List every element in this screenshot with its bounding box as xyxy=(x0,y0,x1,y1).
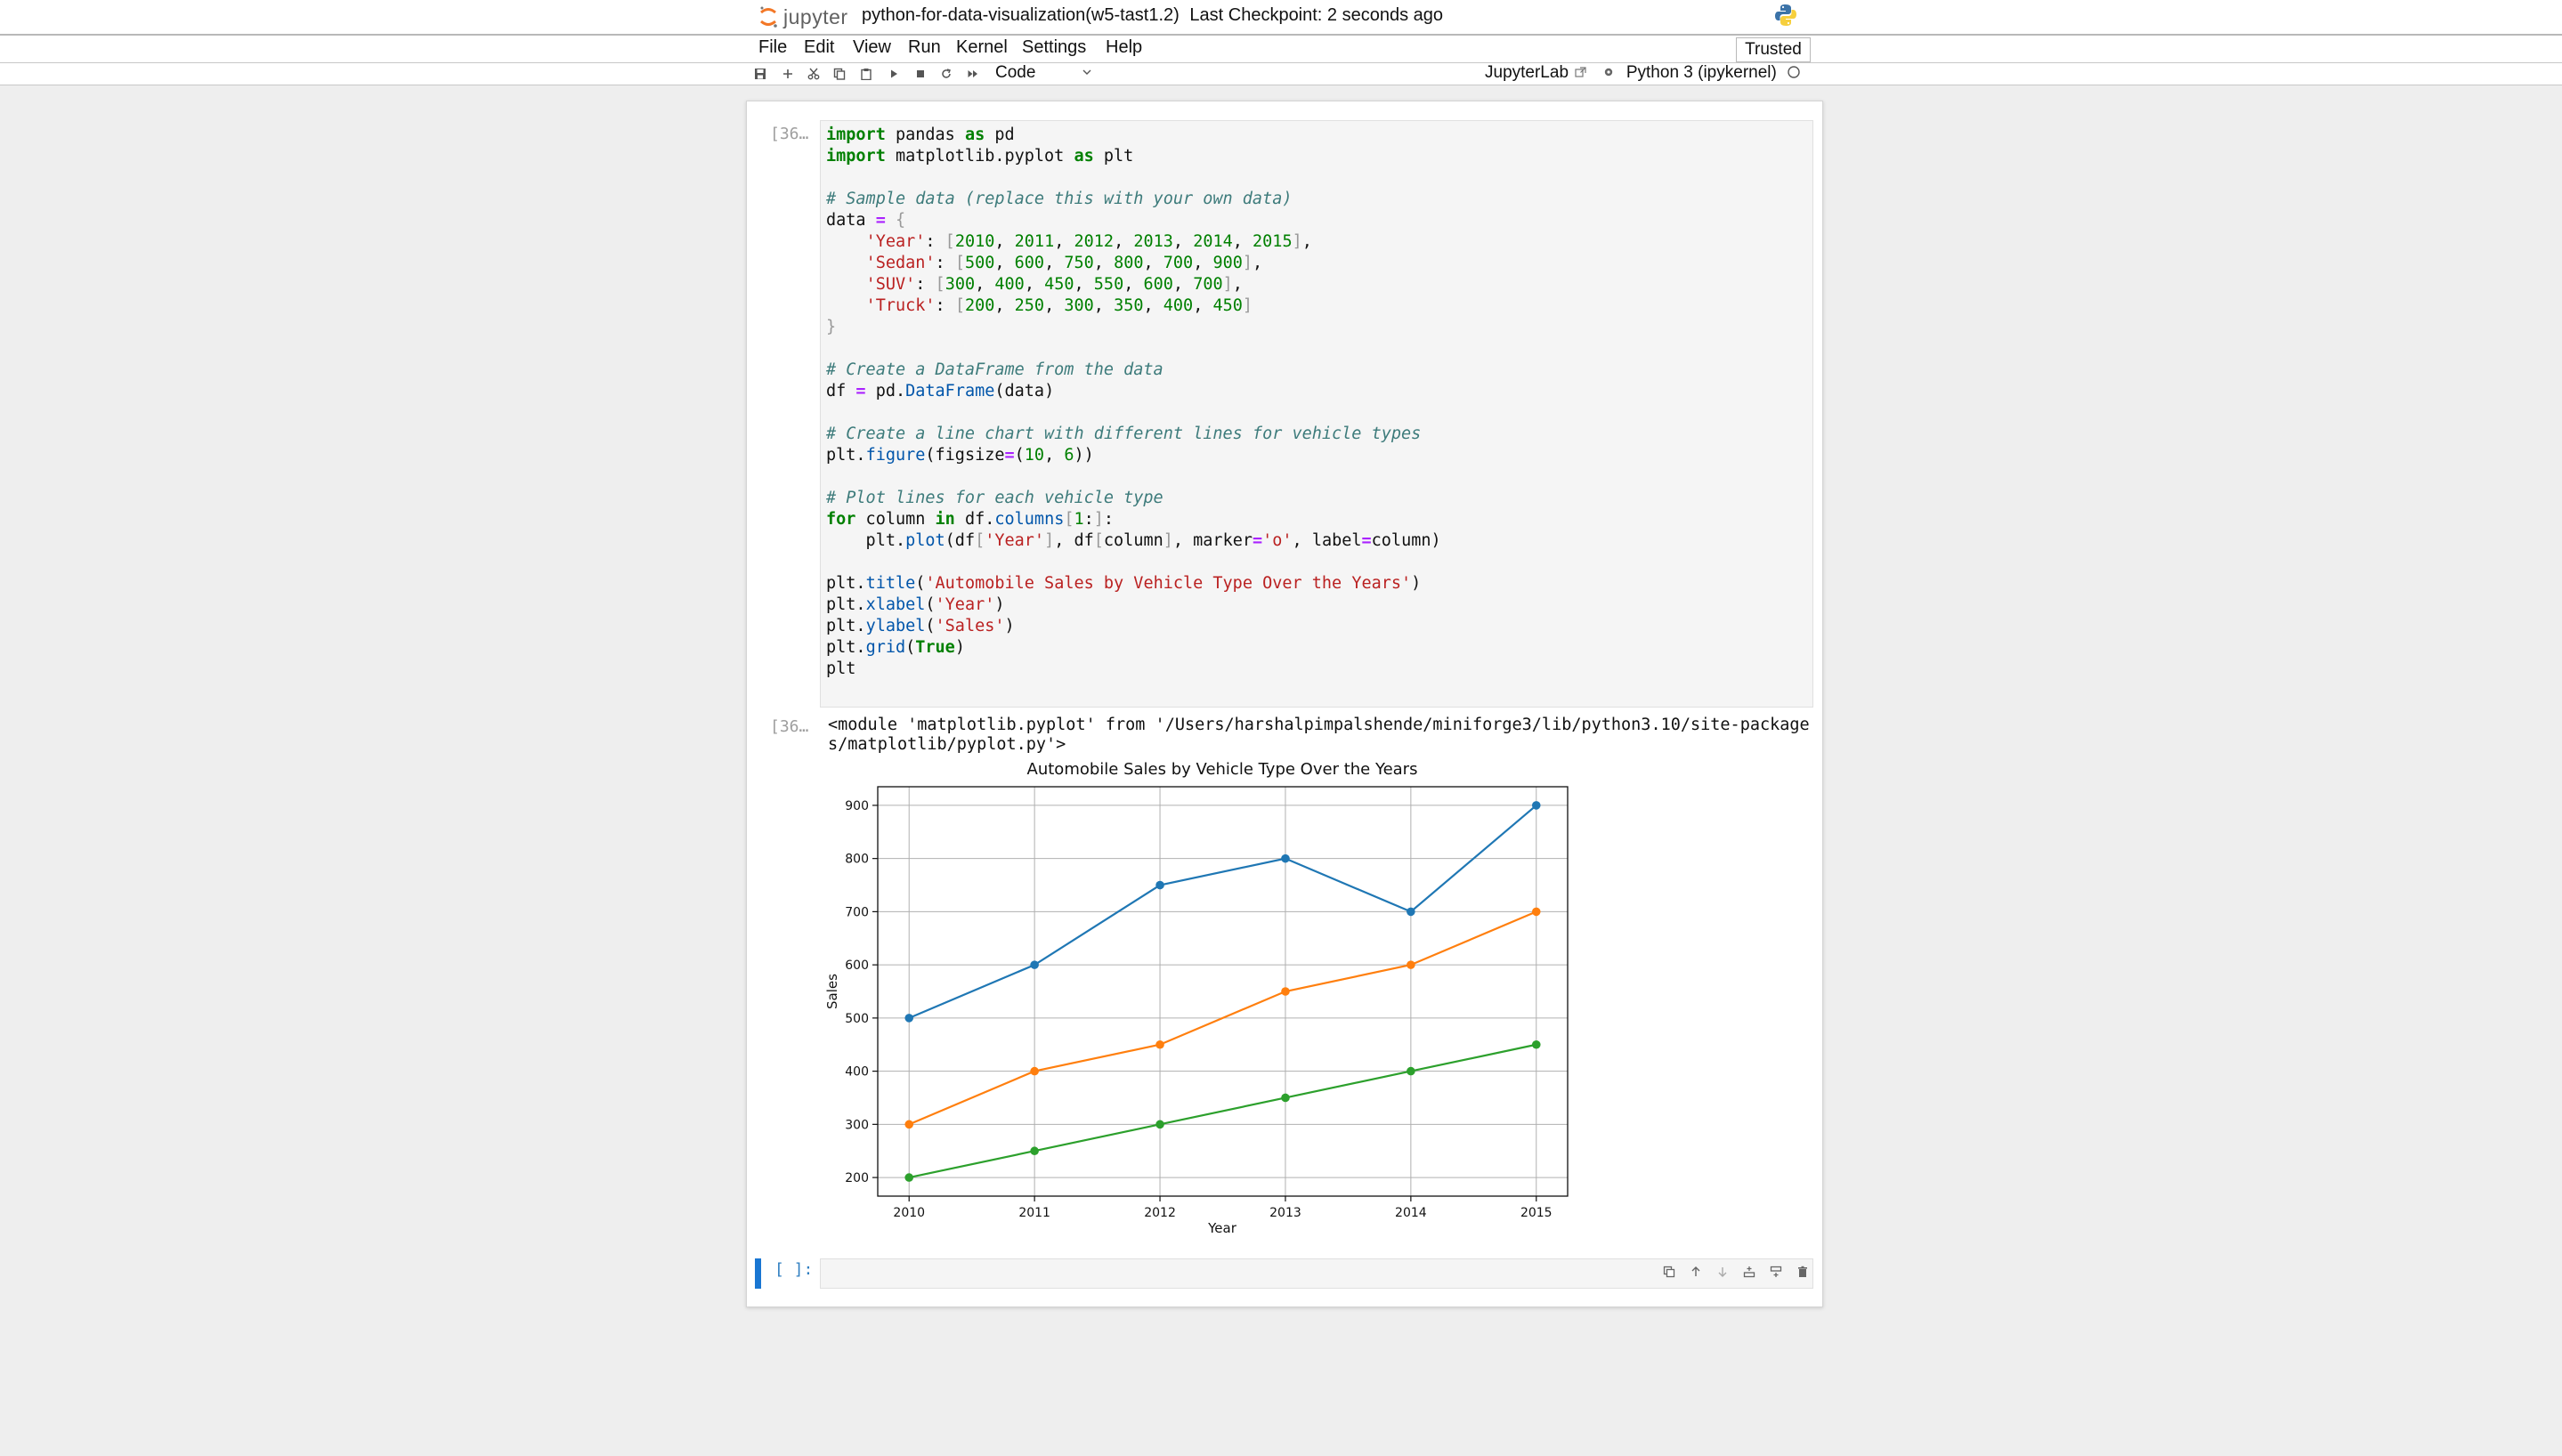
external-link-icon xyxy=(1575,67,1586,77)
jupyter-brand: jupyter xyxy=(783,4,848,28)
y-tick-label: 700 xyxy=(845,905,869,919)
run-icon[interactable] xyxy=(886,66,902,82)
copy-icon[interactable] xyxy=(831,66,847,82)
data-point xyxy=(1407,907,1415,917)
restart-icon[interactable] xyxy=(938,66,954,82)
data-point xyxy=(1531,907,1541,917)
trusted-indicator[interactable]: Trusted xyxy=(1736,37,1811,62)
insert-above-icon[interactable] xyxy=(1766,1262,1786,1282)
insert-below-icon[interactable] xyxy=(1739,1262,1759,1282)
menu-edit[interactable]: Edit xyxy=(804,37,835,57)
x-axis-ticks: 2010 2011 2012 2013 2014 2015 xyxy=(893,1196,1553,1220)
active-cell-indicator xyxy=(755,1258,761,1289)
menu-bar: File Edit View Run Kernel Settings Help xyxy=(0,36,2562,63)
y-tick-label: 900 xyxy=(845,799,869,813)
x-tick-label: 2015 xyxy=(1520,1206,1553,1220)
y-axis-ticks: 200 300 400 500 600 700 800 900 xyxy=(845,799,878,1185)
chart-grid xyxy=(878,787,1568,1196)
data-point xyxy=(1281,853,1290,863)
fast-forward-icon[interactable] xyxy=(965,66,981,82)
kernel-name[interactable]: Python 3 (ipykernel) xyxy=(1626,63,1777,82)
module-output-text: <module 'matplotlib.pyplot' from '/Users… xyxy=(828,716,1810,754)
data-point xyxy=(1030,1066,1039,1076)
y-tick-label: 300 xyxy=(845,1118,869,1132)
notebook-name[interactable]: python-for-data-visualization(w5-tast1.2… xyxy=(862,5,1180,25)
data-point xyxy=(1155,880,1164,890)
code-cell-source[interactable]: import pandas as pd import matplotlib.py… xyxy=(826,125,1441,678)
data-point xyxy=(904,1014,914,1023)
python-logo-icon xyxy=(1775,4,1796,26)
data-point xyxy=(1407,960,1415,969)
top-bar: jupyter python-for-data-visualization(w5… xyxy=(0,0,2562,36)
cut-icon[interactable] xyxy=(806,66,822,82)
data-point xyxy=(1531,801,1541,810)
empty-cell-prompt: [ ]: xyxy=(774,1260,814,1279)
checkpoint-status: Last Checkpoint: 2 seconds ago xyxy=(1189,5,1444,25)
stop-icon[interactable] xyxy=(912,66,928,82)
x-tick-label: 2012 xyxy=(1144,1206,1176,1220)
x-tick-label: 2011 xyxy=(1018,1206,1050,1220)
plot-area-frame xyxy=(877,786,1569,1197)
empty-cell-editor[interactable] xyxy=(820,1258,1813,1289)
notebook-toolbar: Code JupyterLab Python 3 (ipykernel) xyxy=(0,63,2562,85)
duplicate-icon[interactable] xyxy=(1659,1262,1679,1282)
cell-type-select[interactable]: Code xyxy=(995,63,1036,82)
y-tick-label: 600 xyxy=(845,959,869,973)
jupyterlab-link[interactable]: JupyterLab xyxy=(1485,63,1569,82)
data-point xyxy=(1030,960,1039,969)
data-point xyxy=(1281,987,1290,996)
move-down-icon[interactable] xyxy=(1713,1262,1732,1282)
menu-settings[interactable]: Settings xyxy=(1022,37,1087,57)
menu-view[interactable]: View xyxy=(853,37,891,57)
x-tick-label: 2010 xyxy=(893,1206,925,1220)
delete-icon[interactable] xyxy=(1793,1262,1812,1282)
x-tick-label: 2013 xyxy=(1269,1206,1301,1220)
paste-icon[interactable] xyxy=(858,66,874,82)
series-line-3 xyxy=(908,1043,1537,1179)
menu-kernel[interactable]: Kernel xyxy=(956,37,1008,57)
series-line-2 xyxy=(908,910,1537,1126)
x-tick-label: 2014 xyxy=(1395,1206,1427,1220)
jupyter-logo-icon xyxy=(760,6,777,28)
chevron-down-icon[interactable] xyxy=(1081,66,1093,83)
code-editor[interactable] xyxy=(820,120,1813,708)
data-point xyxy=(904,1173,914,1182)
y-tick-label: 500 xyxy=(845,1012,869,1026)
chart-title: Automobile Sales by Vehicle Type Over th… xyxy=(1027,760,1418,779)
data-point xyxy=(1030,1146,1039,1156)
data-point xyxy=(1155,1039,1164,1049)
kernel-status-icon xyxy=(1788,66,1800,78)
gear-icon[interactable] xyxy=(1602,66,1615,78)
y-tick-label: 800 xyxy=(845,853,869,867)
line-chart: Automobile Sales by Vehicle Type Over th… xyxy=(824,760,1569,1236)
data-point xyxy=(1281,1093,1290,1103)
menu-help[interactable]: Help xyxy=(1106,37,1143,57)
y-tick-label: 400 xyxy=(845,1065,869,1080)
add-cell-icon[interactable] xyxy=(780,66,796,82)
kernel-area: JupyterLab Python 3 (ipykernel) xyxy=(1485,63,1801,83)
save-icon[interactable] xyxy=(752,66,768,82)
jupyter-logo[interactable]: jupyter xyxy=(758,3,892,31)
y-tick-label: 200 xyxy=(845,1171,869,1185)
menu-file[interactable]: File xyxy=(758,37,788,57)
x-axis-label: Year xyxy=(1207,1220,1237,1236)
data-point xyxy=(1155,1120,1164,1129)
move-up-icon[interactable] xyxy=(1686,1262,1706,1282)
data-point xyxy=(1407,1066,1415,1076)
output-cell-prompt: [36… xyxy=(770,717,809,736)
menu-run[interactable]: Run xyxy=(908,37,941,57)
series-line-1 xyxy=(908,805,1537,1019)
chart-series xyxy=(904,801,1541,1182)
y-axis-label: Sales xyxy=(824,974,840,1009)
notebook-title-area: python-for-data-visualization(w5-tast1.2… xyxy=(862,5,1443,26)
data-point xyxy=(1531,1039,1541,1049)
data-point xyxy=(904,1120,914,1129)
code-cell-prompt: [36… xyxy=(770,125,809,143)
